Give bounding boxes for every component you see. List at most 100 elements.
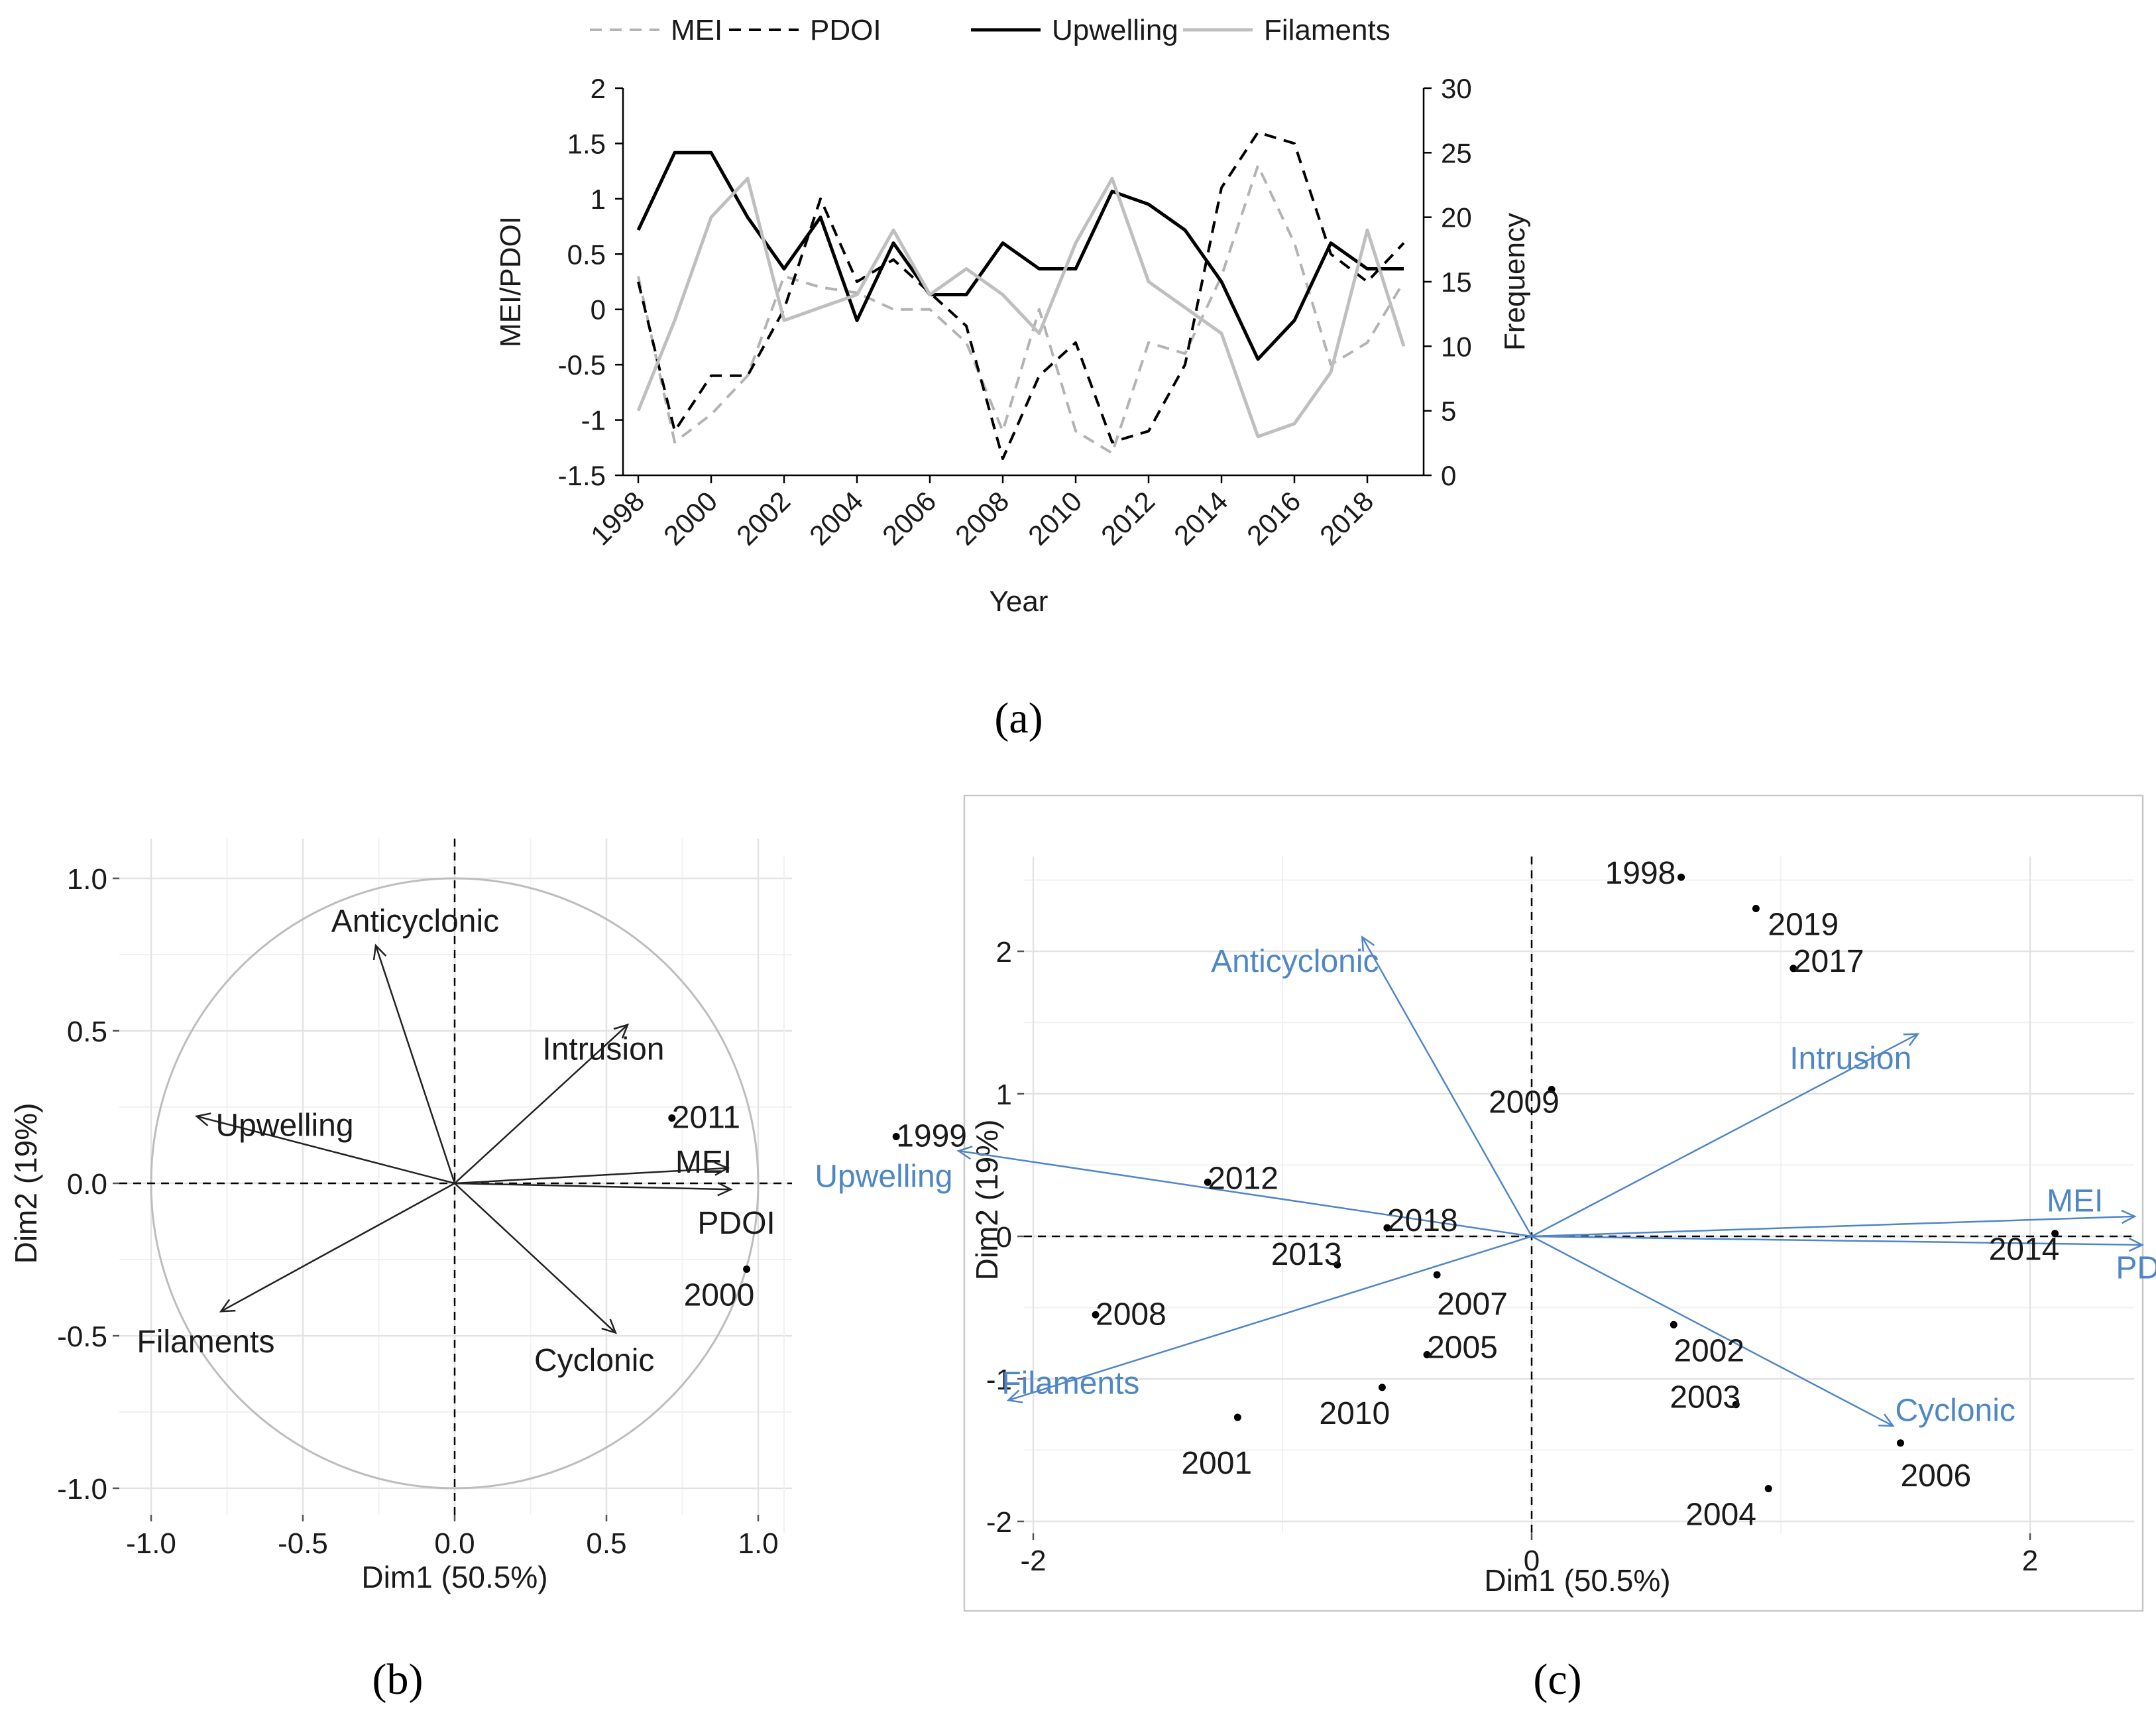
x-tick-label: 2010 (1022, 485, 1088, 551)
vector-mei-arrowhead (2121, 1209, 2137, 1224)
y-right-tick-label: 10 (1441, 331, 1472, 362)
vector-pdoi-arrowhead (2128, 1237, 2145, 1252)
panel-a-caption: (a) (994, 694, 1043, 742)
x-tick-label: 2002 (730, 485, 796, 551)
y-axis-label: Dim2 (19%) (9, 1103, 43, 1264)
point-2008 (1092, 1311, 1100, 1319)
y-right-axis-label: Frequency (1499, 213, 1531, 351)
point-2000 (743, 1265, 751, 1273)
vector-pdoi-arrowhead (717, 1182, 733, 1197)
vector-intrusion-line (1531, 1033, 1919, 1238)
vector-intrusion-arrowhead (1903, 1033, 1920, 1047)
point-label-2017: 2017 (1793, 944, 1864, 979)
point-2003 (1732, 1401, 1740, 1409)
x-tick-label: -0.5 (278, 1527, 328, 1560)
point-2006 (1896, 1439, 1904, 1447)
point-label-2012: 2012 (1208, 1161, 1278, 1196)
x-tick-label: 2008 (949, 485, 1015, 551)
point-2005 (1423, 1350, 1431, 1358)
y-left-tick-label: 2 (591, 73, 606, 104)
point-2017 (1789, 965, 1797, 973)
point-label-2002: 2002 (1674, 1333, 1744, 1368)
point-2002 (1670, 1321, 1677, 1328)
legend-filaments-label: Filaments (1264, 14, 1390, 46)
y-right-tick-label: 0 (1441, 460, 1456, 491)
vector-filaments-arrowhead (1006, 1389, 1023, 1403)
vector-cyclonic-line (454, 1183, 616, 1334)
point-label-2009: 2009 (1489, 1085, 1560, 1120)
vector-anticyclonic-label: Anticyclonic (331, 904, 499, 939)
vector-upwelling-arrowhead (956, 1146, 973, 1160)
point-2001 (1233, 1413, 1241, 1421)
y-left-axis-label: MEI/PDOI (494, 216, 527, 347)
x-tick-label: 2004 (803, 485, 869, 551)
vector-filaments-label: Filaments (137, 1325, 274, 1360)
panel-c-caption: (c) (1533, 1655, 1581, 1704)
point-1998 (1677, 873, 1685, 881)
x-tick-label: 2012 (1095, 485, 1161, 551)
y-left-tick-label: 1 (591, 184, 606, 215)
vector-filaments-arrowhead (219, 1299, 236, 1313)
vector-intrusion-line (454, 1024, 628, 1184)
point-1999 (892, 1133, 900, 1140)
point-label-2000: 2000 (684, 1277, 755, 1313)
plot-background (119, 839, 792, 1515)
vector-upwelling-label: Upwelling (815, 1159, 952, 1195)
point-2014 (2051, 1230, 2059, 1238)
panel-b-variable-circle: -1.0 -0.5 0.0 0.5 1.0 1.0 0.5 0.0 -0.5 -1.0 Dim1 (… (9, 839, 792, 1704)
point-2011 (668, 1114, 676, 1122)
point-2009 (1548, 1086, 1556, 1094)
vector-intrusion-arrowhead (613, 1023, 630, 1039)
panel-c-frame (963, 794, 2144, 1612)
x-tick-label: 0.0 (434, 1527, 475, 1560)
series-filaments-line (636, 176, 1406, 439)
x-tick-label: 2016 (1241, 485, 1306, 551)
y-right-tick-label: 20 (1441, 202, 1472, 233)
point-2013 (1333, 1261, 1341, 1269)
y-right-tick-label: 5 (1441, 396, 1456, 427)
vector-pdoi-line (454, 1182, 731, 1191)
x-axis-label: Dim1 (50.5%) (361, 1560, 547, 1594)
vector-cyclonic-line (1531, 1235, 1894, 1427)
y-left-tick-label: 0 (591, 294, 606, 325)
vector-upwelling-arrowhead (194, 1112, 211, 1126)
vector-anticyclonic-arrowhead (372, 943, 387, 961)
point-label-2006: 2006 (1900, 1458, 1971, 1494)
x-tick-label: 0 (1524, 1545, 1540, 1577)
point-label-2005: 2005 (1427, 1330, 1498, 1365)
point-label-2008: 2008 (1096, 1297, 1166, 1332)
y-left-tick-label: 0.5 (567, 239, 606, 270)
series-pdoi-line (637, 131, 1405, 460)
vector-anticyclonic-arrowhead (1361, 935, 1375, 952)
y-left-tick-label: -1 (581, 405, 606, 436)
y-tick-label: -1 (986, 1364, 1012, 1396)
point-label-2018: 2018 (1387, 1203, 1458, 1238)
vector-upwelling-line (958, 1150, 1532, 1238)
vector-anticyclonic-line (374, 945, 456, 1184)
y-right-tick-label: 30 (1441, 73, 1472, 104)
point-label-2019: 2019 (1768, 908, 1839, 943)
point-label-1999: 1999 (896, 1119, 967, 1154)
vector-cyclonic-label: Cyclonic (1896, 1393, 2015, 1428)
vector-anticyclonic-line (1361, 936, 1533, 1237)
point-label-2014: 2014 (1989, 1232, 2060, 1268)
legend-mei-label: MEI (671, 14, 722, 46)
point-2010 (1378, 1384, 1386, 1391)
x-axis-label: Dim1 (50.5%) (1484, 1563, 1670, 1598)
vector-filaments-line (1008, 1235, 1532, 1401)
x-axis-label: Year (990, 585, 1049, 618)
y-tick-label: 1 (996, 1079, 1012, 1111)
vector-mei-line (1531, 1215, 2135, 1238)
vector-pdoi-line (1531, 1235, 2143, 1246)
point-2018 (1383, 1224, 1391, 1232)
vector-mei-arrowhead (714, 1161, 730, 1176)
vector-intrusion-label: Intrusion (1789, 1041, 1911, 1076)
x-tick-label: 2014 (1168, 485, 1233, 551)
point-label-2007: 2007 (1437, 1287, 1508, 1322)
vector-cyclonic-arrowhead (1878, 1413, 1895, 1427)
x-tick-label: -1.0 (126, 1527, 176, 1560)
y-tick-label: 1.0 (67, 863, 107, 896)
point-label-2013: 2013 (1271, 1237, 1342, 1272)
y-tick-label: 0.0 (67, 1168, 107, 1201)
